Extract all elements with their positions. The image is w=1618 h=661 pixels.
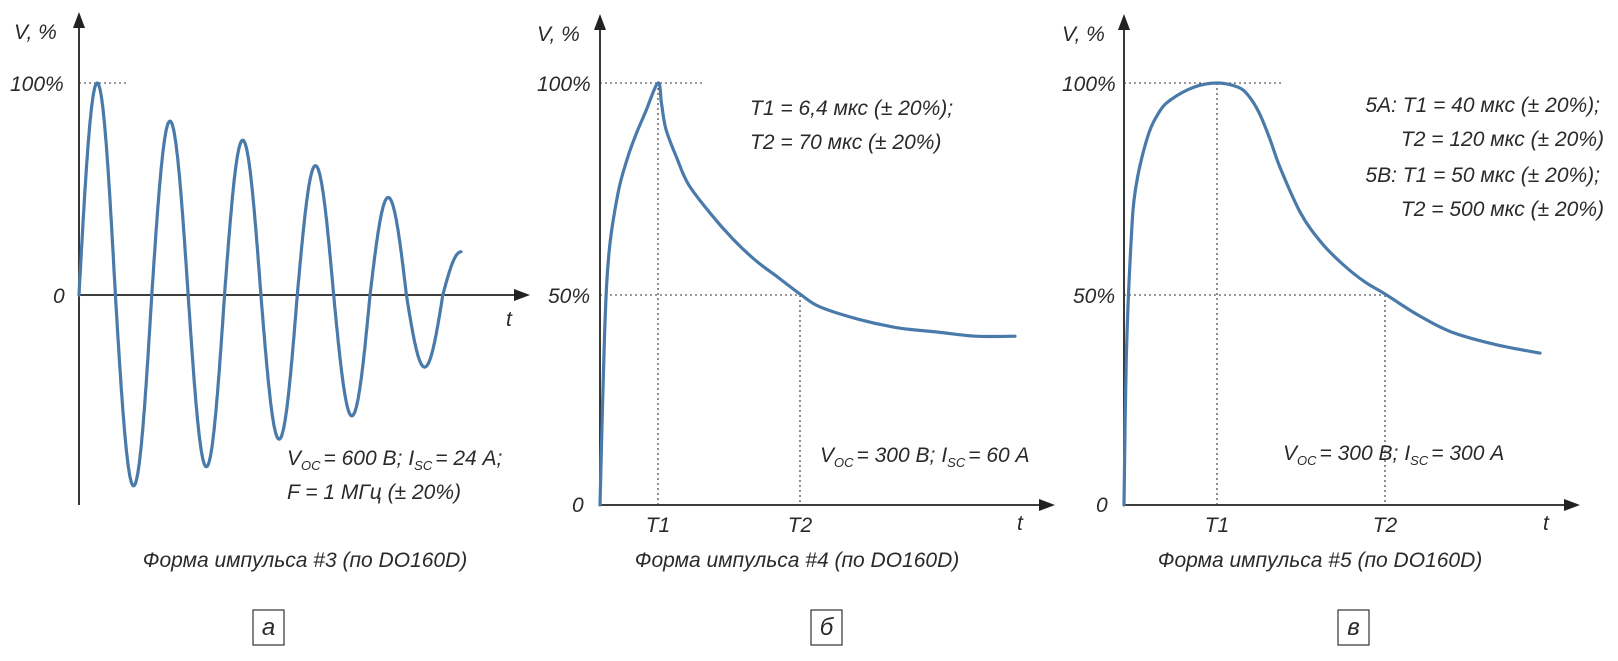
panel-c-ylabel: V, %: [1062, 23, 1105, 46]
panel-c-xtick-t2: T2: [1373, 514, 1398, 537]
panel-c-x-arrow: [1564, 499, 1580, 511]
panel-a-caption: Форма импульса #3 (по DO160D): [143, 549, 467, 572]
panel-b-voc-sub: OC: [834, 455, 854, 470]
panel-b-y-arrow: [594, 14, 606, 30]
panel-a-x-arrow: [514, 289, 530, 301]
panel-a-voc-sub: OC: [301, 458, 321, 473]
panel-a-xlabel: t: [506, 308, 513, 331]
panel-c-annotation-line1: VOC = 300 В; ISC = 300 А: [1283, 442, 1504, 468]
panel-b-voc-val: = 300 В;: [857, 444, 936, 467]
panel-b-params-line2: T2 = 70 мкс (± 20%): [750, 131, 941, 154]
panel-b-series-line: [598, 81, 1017, 507]
panel-a-isc-letter: I: [408, 447, 414, 470]
panel-c-letter: в: [1347, 614, 1360, 641]
panel-b-ytick-0: 0: [572, 494, 584, 517]
panel-a-letter-box: [252, 609, 285, 646]
panel-b-params-line1: T1 = 6,4 мкс (± 20%);: [750, 97, 953, 120]
panel-c-caption: Форма импульса #5 (по DO160D): [1158, 549, 1482, 572]
panel-b: V, % 100% 50% 0 T1 T2 t T1 = 6,4 мкс (± …: [537, 14, 1055, 646]
panel-a: V, % 100% 0 t VOC = 600 В; ISC = 24 А; F = …: [10, 12, 530, 646]
panel-b-caption: Форма импульса #4 (по DO160D): [635, 549, 959, 572]
panel-c-y-arrow: [1118, 14, 1130, 30]
panel-b-ylabel: V, %: [537, 23, 580, 46]
panel-c-xtick-t1: T1: [1205, 514, 1230, 537]
panel-a-isc-val: = 24 А;: [435, 447, 502, 470]
panel-c-letter-box: [1337, 609, 1370, 646]
panel-b-xlabel: t: [1017, 512, 1024, 535]
panel-c-isc-val: = 300 А: [1431, 442, 1504, 465]
panel-a-letter: а: [262, 614, 275, 641]
panel-b-isc-val: = 60 А: [968, 444, 1029, 467]
panel-b-ytick-100: 100%: [537, 73, 591, 96]
panel-c-voc-val: = 300 В;: [1320, 442, 1399, 465]
panel-a-ylabel: V, %: [14, 21, 57, 44]
panel-b-voc-letter: V: [820, 444, 836, 467]
panel-b-xtick-t2: T2: [788, 514, 813, 537]
panel-b-ytick-50: 50%: [548, 285, 590, 308]
panel-a-voc-val: = 600 В;: [324, 447, 403, 470]
panel-c-ytick-0: 0: [1096, 494, 1108, 517]
panel-c-ytick-100: 100%: [1062, 73, 1116, 96]
panel-b-isc-letter: I: [941, 444, 947, 467]
panel-c-isc-letter: I: [1404, 442, 1410, 465]
panel-c-series-line: [1122, 81, 1542, 507]
panel-b-letter: б: [820, 614, 835, 641]
panel-a-y-arrow: [73, 12, 85, 28]
panel-a-series-line: [77, 81, 463, 488]
panel-a-ytick-100: 100%: [10, 73, 64, 96]
panel-c-voc-sub: OC: [1297, 453, 1317, 468]
panel-c-params-line4: T2 = 500 мкс (± 20%): [1401, 198, 1604, 221]
panel-b-x-arrow: [1039, 499, 1055, 511]
panel-b-letter-box: [810, 609, 843, 646]
panel-a-isc-sub: SC: [414, 458, 433, 473]
panel-c-ytick-50: 50%: [1073, 285, 1115, 308]
panel-c-params-line2: T2 = 120 мкс (± 20%): [1401, 128, 1604, 151]
panel-a-annotation-line2: F = 1 МГц (± 20%): [287, 481, 461, 504]
panel-c-params-line1: 5А: T1 = 40 мкс (± 20%);: [1365, 94, 1600, 117]
panel-b-annotation-line1: VOC = 300 В; ISC = 60 А: [820, 444, 1030, 470]
panel-c: V, % 100% 50% 0 T1 T2 t 5А: T1 = 40 мкс …: [1062, 14, 1604, 646]
panel-b-isc-sub: SC: [947, 455, 966, 470]
panel-c-voc-letter: V: [1283, 442, 1299, 465]
panel-b-xtick-t1: T1: [646, 514, 671, 537]
panel-a-voc-letter: V: [287, 447, 303, 470]
panel-a-annotation-line1: VOC = 600 В; ISC = 24 А;: [287, 447, 503, 473]
panel-c-xlabel: t: [1543, 512, 1550, 535]
panel-c-params-line3: 5В: T1 = 50 мкс (± 20%);: [1365, 164, 1600, 187]
panel-c-isc-sub: SC: [1410, 453, 1429, 468]
panel-a-ytick-0: 0: [53, 285, 65, 308]
